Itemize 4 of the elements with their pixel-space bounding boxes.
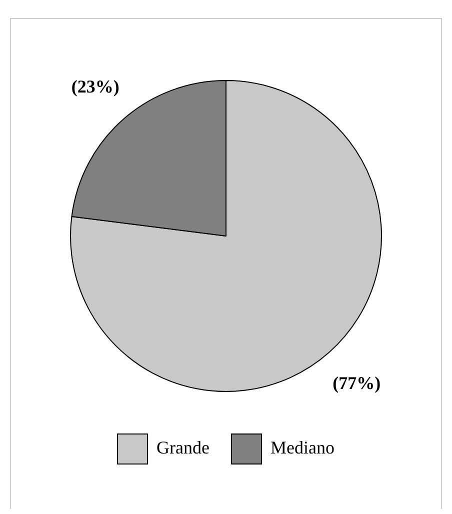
data-label: (23%) <box>71 76 120 97</box>
data-label: (77%) <box>332 372 381 393</box>
legend-label: Grande <box>156 438 210 458</box>
legend-label: Mediano <box>270 438 334 458</box>
